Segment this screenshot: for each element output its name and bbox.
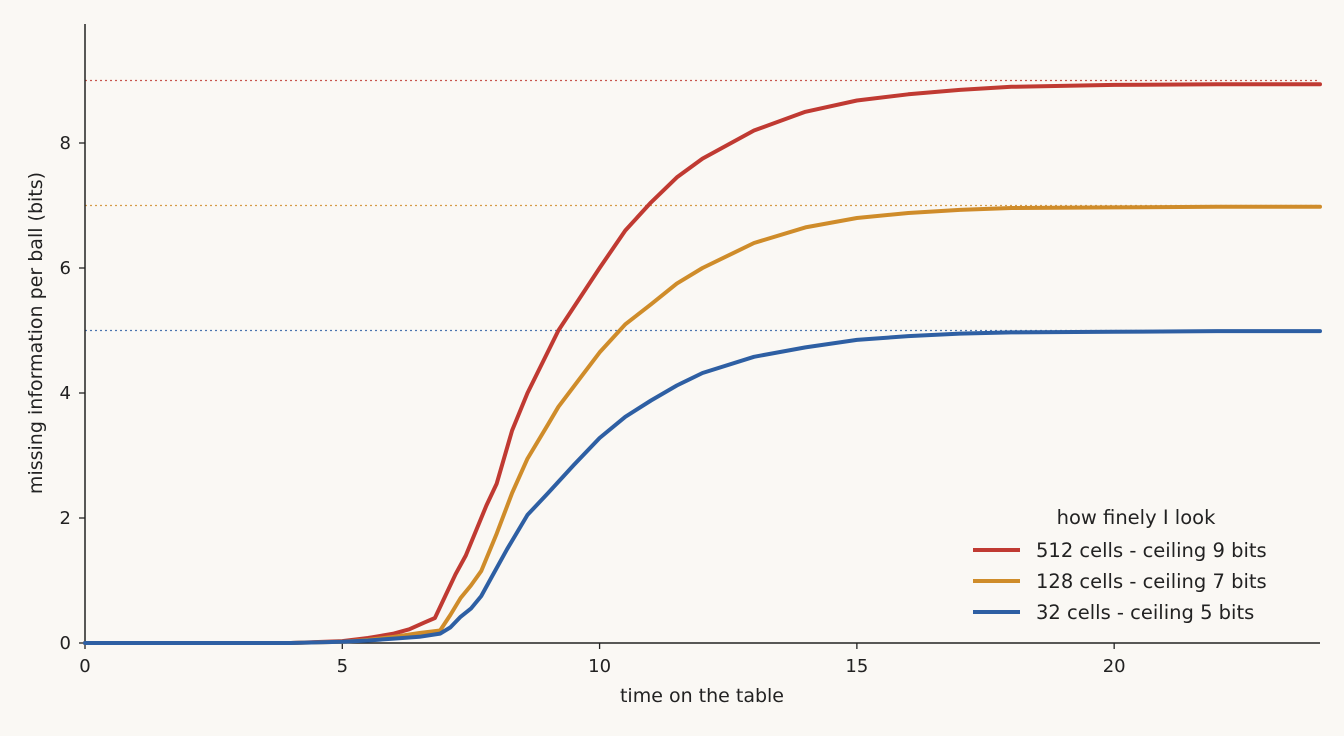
legend-label-7-bits: 128 cells - ceiling 7 bits: [1036, 570, 1267, 593]
y-ticks: 0 2 4 6 8: [60, 133, 85, 654]
x-axis-title: time on the table: [620, 685, 784, 707]
x-tick-label: 15: [845, 656, 868, 677]
series-line-9-bits: [83, 82, 1322, 645]
y-axis-title: missing information per ball (bits): [25, 172, 47, 494]
x-tick-label: 20: [1103, 656, 1126, 677]
series-lines: [83, 82, 1322, 645]
series-line-7-bits: [83, 204, 1322, 645]
x-tick-label: 10: [588, 656, 611, 677]
x-tick-label: 5: [337, 656, 348, 677]
series-line-5-bits: [83, 329, 1322, 645]
legend-label-5-bits: 32 cells - ceiling 5 bits: [1036, 601, 1254, 624]
y-tick-label: 4: [60, 383, 71, 404]
legend-title: how finely I look: [1057, 506, 1216, 529]
x-ticks: 0 5 10 15 20: [79, 643, 1126, 677]
ceiling-lines: [85, 79, 1320, 332]
legend: how finely I look 512 cells - ceiling 9 …: [973, 506, 1267, 624]
legend-label-9-bits: 512 cells - ceiling 9 bits: [1036, 539, 1267, 562]
y-tick-label: 0: [60, 633, 71, 654]
y-tick-label: 8: [60, 133, 71, 154]
x-tick-label: 0: [79, 656, 90, 677]
y-tick-label: 2: [60, 508, 71, 529]
y-tick-label: 6: [60, 258, 71, 279]
